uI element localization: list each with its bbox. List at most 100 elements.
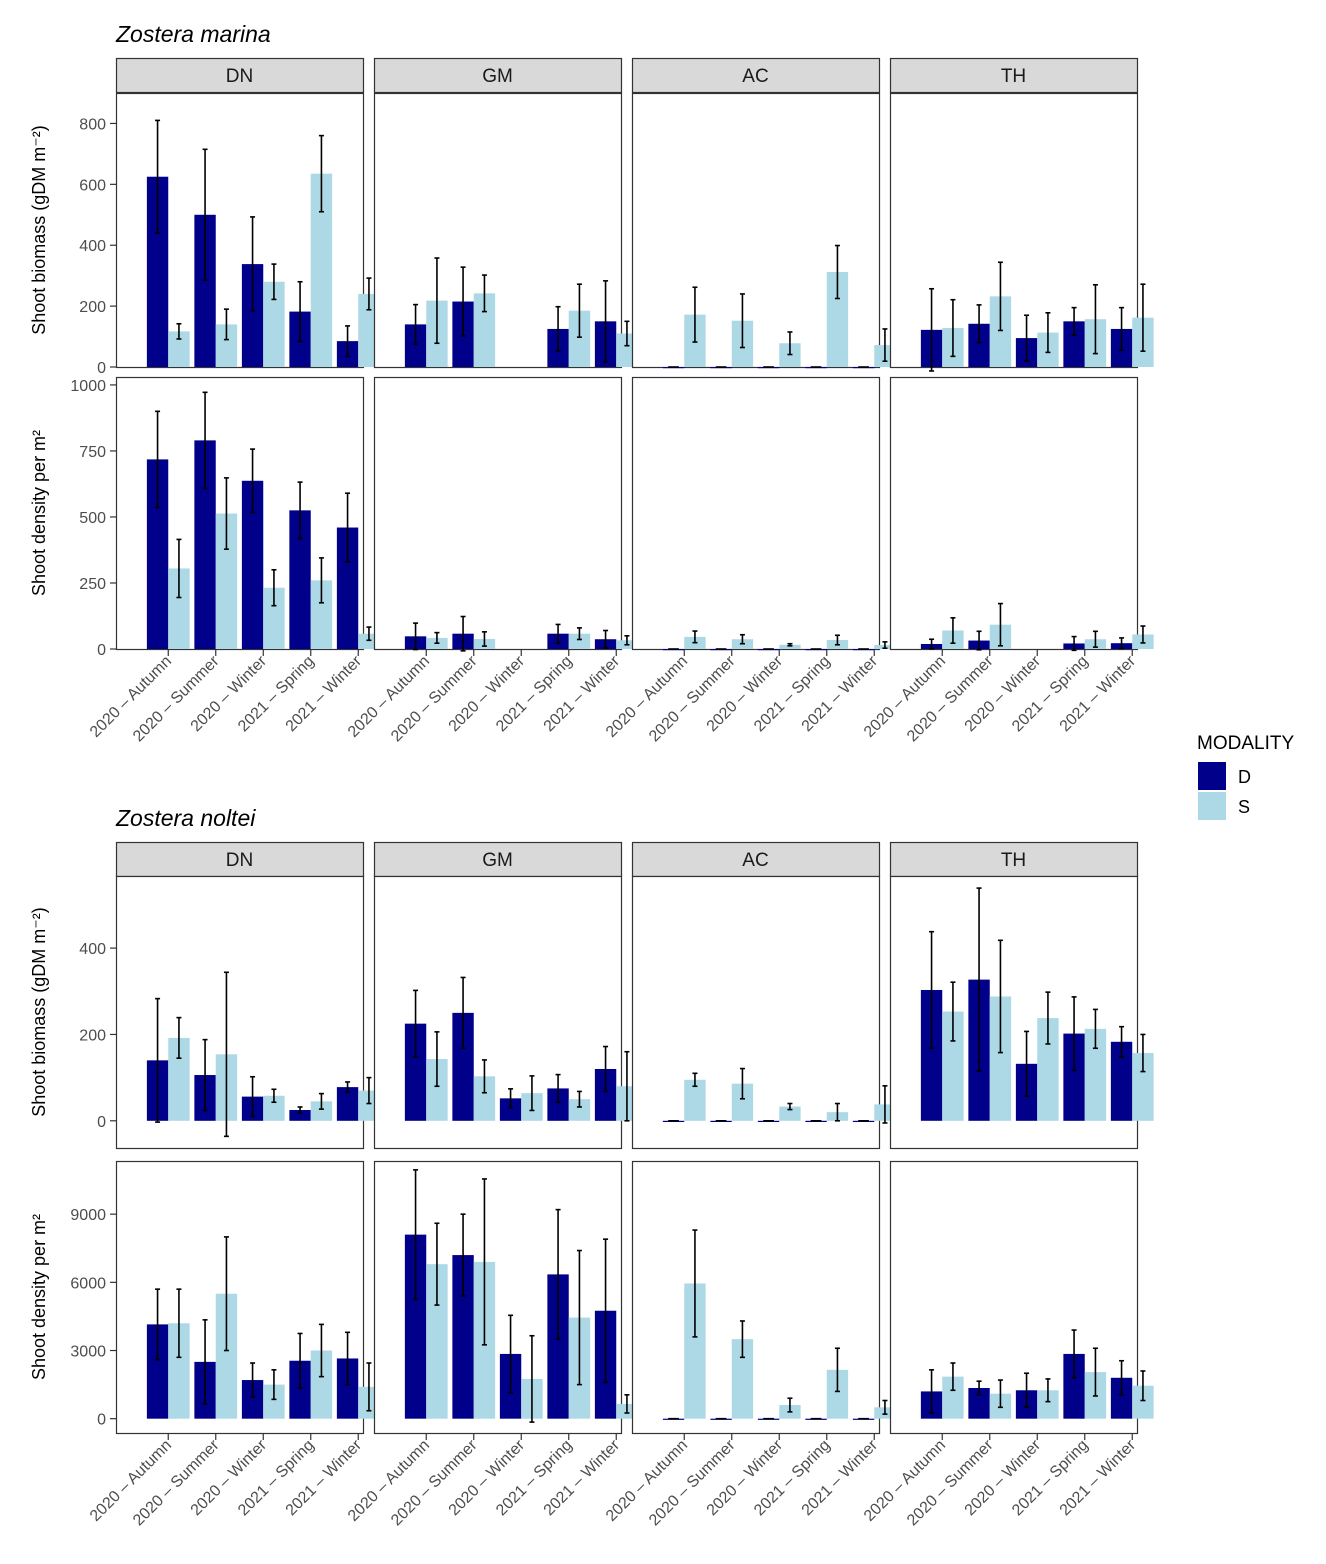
error-bar <box>976 1380 982 1396</box>
error-bar <box>508 1314 514 1394</box>
error-bar <box>176 1288 182 1359</box>
error-bar <box>997 939 1003 1054</box>
bar-s <box>568 310 591 367</box>
panel-dn <box>115 92 380 369</box>
strip-label-ac: AC <box>742 850 768 871</box>
error-bar <box>950 981 956 1042</box>
error-bar <box>1092 630 1098 648</box>
bar-s <box>263 281 285 367</box>
error-bar <box>297 1106 303 1114</box>
error-bar <box>271 1369 277 1401</box>
panel-ac <box>631 1160 896 1435</box>
strip-th <box>889 841 1139 878</box>
error-bar <box>460 976 466 1050</box>
y-tick-label: 6000 <box>70 1275 106 1292</box>
y-tick-label: 800 <box>79 116 106 133</box>
error-bar <box>997 602 1003 647</box>
bar-s <box>942 1376 964 1419</box>
error-bar <box>555 1208 561 1340</box>
strip-th <box>889 57 1139 94</box>
error-bar <box>318 134 324 213</box>
x-tick-label: 2020 – Summer <box>646 652 739 745</box>
error-bar <box>603 629 609 649</box>
error-bar <box>271 568 277 607</box>
error-bar <box>460 1213 466 1297</box>
error-bar <box>976 887 982 1072</box>
legend-title: MODALITY <box>1197 733 1294 754</box>
error-bar <box>787 331 793 356</box>
error-bar <box>176 538 182 599</box>
error-bar <box>624 320 630 347</box>
panel-ac <box>631 92 896 369</box>
error-bar <box>250 1362 256 1398</box>
bar-s <box>426 1264 448 1419</box>
bar-s <box>1132 1385 1154 1419</box>
strip-label-th: TH <box>1001 850 1026 871</box>
error-bar <box>1140 1033 1146 1073</box>
panel-th <box>889 1160 1154 1435</box>
error-bar <box>413 622 419 651</box>
error-bar <box>576 283 582 338</box>
bar-d <box>146 176 169 367</box>
error-bar <box>576 627 582 641</box>
error-bar <box>1071 996 1077 1072</box>
error-bar <box>202 1319 208 1405</box>
bar-d <box>146 1324 169 1419</box>
panel-gm <box>373 875 638 1150</box>
error-bar <box>929 287 935 372</box>
error-bar <box>366 1362 372 1412</box>
strip-ac <box>631 57 881 94</box>
panel-ac <box>631 376 896 651</box>
bar-d <box>499 1098 522 1121</box>
bar-d <box>1110 1377 1133 1419</box>
error-bar <box>345 1081 351 1094</box>
bar-s <box>215 1293 238 1419</box>
figure-body: Zostera marina DN GM AC TH Shoot biomass (gDM… <box>29 21 1154 1529</box>
y-tick-label: 0 <box>97 1412 106 1429</box>
error-bar <box>176 1016 182 1059</box>
bar-s <box>168 331 190 367</box>
chart-title: Zostera marina <box>115 21 271 47</box>
error-bar <box>1119 637 1125 650</box>
bar-s <box>1037 1018 1059 1121</box>
error-bar <box>460 615 466 652</box>
error-bar <box>834 634 840 646</box>
y-tick-label: 3000 <box>70 1344 106 1361</box>
bar-d <box>241 1380 264 1419</box>
legend: MODALITY D S <box>1197 733 1294 820</box>
error-bar <box>950 298 956 358</box>
error-bar <box>202 391 208 490</box>
y-axis-label: Shoot biomass (gDM m⁻²) <box>29 907 49 1117</box>
bar-s <box>568 1099 591 1121</box>
error-bar <box>1119 1025 1125 1058</box>
error-bar <box>176 322 182 340</box>
error-bar <box>787 1102 793 1111</box>
bar-d <box>404 1234 427 1419</box>
bar-s <box>310 1350 333 1419</box>
y-tick-label: 1000 <box>70 378 106 395</box>
error-bar <box>555 1073 561 1104</box>
error-bar <box>223 308 229 341</box>
error-bar <box>1024 1372 1030 1409</box>
error-bar <box>1092 1008 1098 1050</box>
y-tick-label: 0 <box>97 360 106 377</box>
error-bar <box>366 1076 372 1105</box>
legend-label-s: S <box>1238 797 1250 817</box>
bar-s <box>731 1083 754 1121</box>
x-tick-label: 2020 – Summer <box>904 652 997 745</box>
error-bar <box>202 1038 208 1112</box>
error-bar <box>155 997 161 1123</box>
bar-s <box>426 1059 448 1121</box>
error-bar <box>250 448 256 514</box>
y-tick-label: 200 <box>79 1027 106 1044</box>
error-bar <box>481 274 487 313</box>
error-bar <box>603 1045 609 1093</box>
bar-s <box>826 1369 849 1419</box>
y-tick-label: 250 <box>79 576 106 593</box>
bar-d <box>241 264 264 367</box>
bar-s <box>989 996 1012 1121</box>
bar-d <box>594 1068 617 1121</box>
error-bar <box>929 638 935 650</box>
error-bar <box>508 1088 514 1109</box>
